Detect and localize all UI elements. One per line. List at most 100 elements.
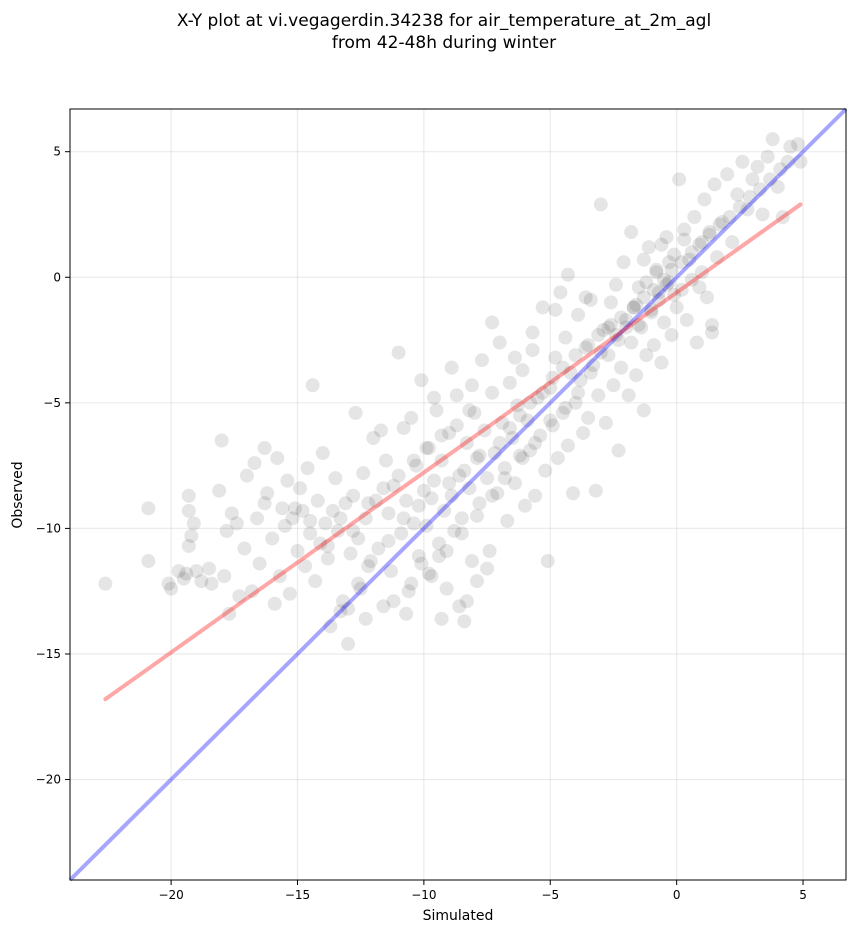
scatter-point: [593, 197, 608, 212]
scatter-point: [421, 441, 436, 456]
scatter-point: [560, 267, 575, 282]
scatter-point: [548, 302, 563, 317]
scatter-point: [285, 511, 300, 526]
scatter-point: [687, 209, 702, 224]
scatter-point: [510, 398, 525, 413]
scatter-point: [353, 581, 368, 596]
scatter-point: [194, 574, 209, 589]
fit-lines: [68, 107, 848, 882]
scatter-point: [333, 511, 348, 526]
scatter-point: [338, 496, 353, 511]
scatter-point: [179, 566, 194, 581]
x-axis-label: Simulated: [423, 908, 494, 924]
scatter-point: [755, 207, 770, 222]
scatter-point: [523, 443, 538, 458]
scatter-point: [237, 541, 252, 556]
scatter-point: [257, 496, 272, 511]
scatter-point: [664, 262, 679, 277]
scatter-point: [341, 601, 356, 616]
scatter-point: [141, 554, 156, 569]
scatter-point: [376, 481, 391, 496]
scatter-point: [773, 162, 788, 177]
scatter-point: [583, 292, 598, 307]
regression-line: [103, 202, 803, 702]
scatter-point: [545, 418, 560, 433]
scatter-point: [426, 473, 441, 488]
scatter-point: [525, 343, 540, 358]
scatter-point: [750, 159, 765, 174]
scatter-point: [434, 453, 449, 468]
scatter-point: [469, 451, 484, 466]
scatter-point: [591, 388, 606, 403]
scatter-point: [535, 385, 550, 400]
scatter-point: [439, 544, 454, 559]
scatter-point: [186, 516, 201, 531]
scatter-point: [636, 290, 651, 305]
scatter-point: [320, 538, 335, 553]
scatter-point: [497, 471, 512, 486]
scatter-point: [593, 345, 608, 360]
scatter-point: [459, 436, 474, 451]
scatter-point: [763, 172, 778, 187]
scatter-point: [692, 237, 707, 252]
chart-title-line-1: X-Y plot at vi.vegagerdin.34238 for air_…: [177, 11, 711, 31]
scatter-point: [662, 275, 677, 290]
scatter-point: [457, 614, 472, 629]
scatter-point: [674, 255, 689, 270]
scatter-point: [722, 209, 737, 224]
scatter-point: [780, 154, 795, 169]
scatter-point: [313, 536, 328, 551]
scatter-point: [502, 420, 517, 435]
scatter-point: [181, 488, 196, 503]
scatter-point: [282, 586, 297, 601]
scatter-point: [629, 297, 644, 312]
scatter-point: [540, 554, 555, 569]
scatter-point: [394, 526, 409, 541]
identity-line: [68, 107, 848, 882]
scatter-point: [378, 453, 393, 468]
scatter-point: [449, 388, 464, 403]
scatter-point: [303, 526, 318, 541]
scatter-point: [624, 335, 639, 350]
scatter-point: [386, 478, 401, 493]
scatter-point: [335, 594, 350, 609]
scatter-point: [459, 594, 474, 609]
scatter-point: [560, 438, 575, 453]
scatter-point: [654, 355, 669, 370]
scatter-point: [320, 551, 335, 566]
scatter-point: [682, 252, 697, 267]
scatter-point: [497, 461, 512, 476]
scatter-point: [614, 310, 629, 325]
scatter-point: [578, 290, 593, 305]
scatter-point: [444, 488, 459, 503]
scatter-point: [740, 202, 755, 217]
scatter-point: [444, 360, 459, 375]
scatter-point: [346, 488, 361, 503]
scatter-point: [325, 503, 340, 518]
y-axis-label: Observed: [10, 461, 26, 528]
scatter-point: [452, 468, 467, 483]
scatter-point: [649, 262, 664, 277]
scatter-point: [659, 277, 674, 292]
scatter-point: [644, 305, 659, 320]
scatter-point: [184, 528, 199, 543]
scatter-point: [616, 255, 631, 270]
scatter-point: [239, 468, 254, 483]
scatter-point: [500, 513, 515, 528]
scatter-point: [654, 237, 669, 252]
scatter-point: [611, 333, 626, 348]
scatter-point: [566, 486, 581, 501]
scatter-point: [381, 533, 396, 548]
scatter-point: [426, 390, 441, 405]
scatter-point: [571, 385, 586, 400]
scatter-point: [416, 483, 431, 498]
scatter-point: [454, 526, 469, 541]
scatter-point: [315, 446, 330, 461]
scatter-point: [232, 589, 247, 604]
scatter-point: [244, 584, 259, 599]
scatter-point: [401, 584, 416, 599]
scatter-point: [677, 232, 692, 247]
scatter-point: [644, 302, 659, 317]
scatter-point: [411, 498, 426, 513]
scatter-point: [265, 531, 280, 546]
